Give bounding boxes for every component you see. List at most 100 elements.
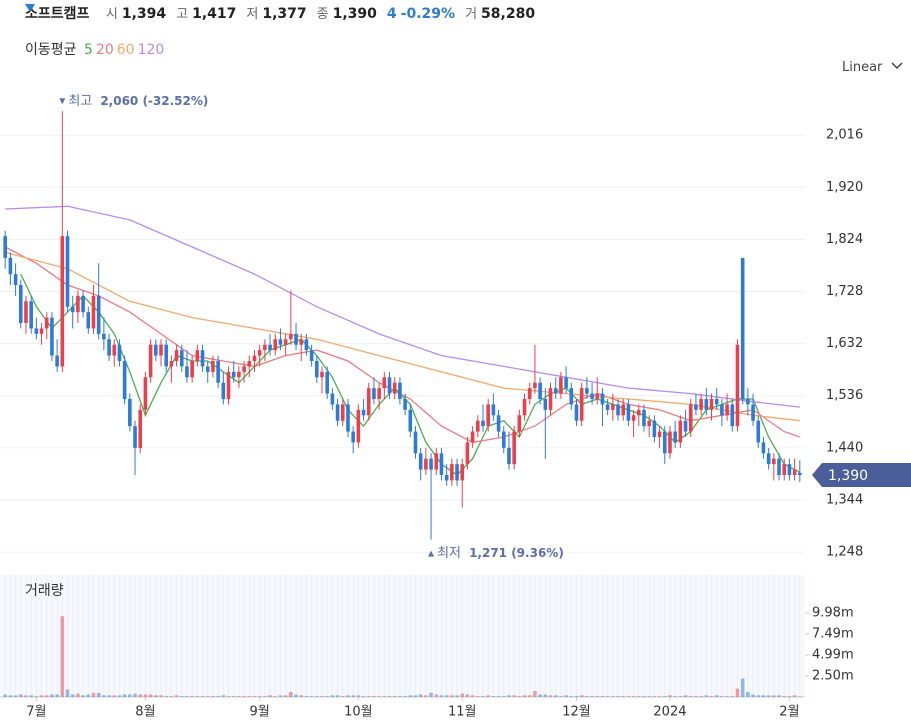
volume-bar	[13, 695, 18, 697]
volume-bar	[720, 696, 724, 697]
volume-bar	[366, 696, 371, 697]
candle-body	[294, 333, 298, 345]
volume-bar	[543, 694, 548, 697]
quote-label: 종	[316, 7, 329, 22]
x-tick-label: 10월	[344, 705, 373, 720]
candle-body	[268, 344, 272, 351]
candle-body	[8, 257, 13, 275]
candle-body	[247, 361, 252, 367]
candle-body	[746, 399, 750, 405]
y-tick-label: 1,728	[826, 284, 863, 299]
volume-bar	[112, 695, 117, 697]
quote-items: 시 1,394 고 1,417 저 1,377 종 1,390 4 -0.29% 거 58,280	[25, 4, 545, 22]
volume-bar	[96, 692, 101, 697]
y-tick-label: 1,440	[826, 440, 863, 455]
volume-bar	[553, 695, 558, 697]
volume-bar	[309, 696, 314, 697]
ma-line	[5, 251, 800, 422]
volume-bar	[611, 696, 615, 697]
volume-bar	[714, 695, 719, 697]
y-tick-label: 1,632	[826, 336, 863, 351]
volume-bar	[662, 696, 667, 697]
volume-bar	[517, 696, 522, 697]
candle-body	[631, 415, 636, 421]
volume-bar	[44, 695, 49, 697]
volume-bar	[501, 696, 506, 697]
candle-body	[501, 431, 506, 448]
candle-body	[231, 371, 236, 378]
volume-bar	[86, 694, 91, 697]
candle-body	[740, 257, 745, 399]
candle-body	[159, 344, 163, 356]
candle-body	[65, 236, 70, 307]
y-tick-label: 1,344	[826, 492, 863, 507]
candle-body	[611, 404, 615, 410]
candle-body	[772, 458, 776, 465]
candle-body	[585, 388, 589, 394]
candle-body	[450, 464, 454, 481]
volume-bar	[699, 696, 703, 697]
volume-bar	[55, 694, 59, 697]
candle-body	[169, 361, 174, 367]
x-tick-label: 8월	[135, 705, 155, 720]
candle-body	[211, 361, 215, 372]
candle-body	[44, 317, 49, 329]
scale-selector[interactable]: Linear	[842, 60, 903, 75]
volume-bar	[257, 696, 262, 697]
volume-tick-label: 9.98m	[812, 606, 854, 621]
price-tag-label: 1,390	[828, 468, 868, 484]
x-tick-label: 12월	[562, 705, 591, 720]
volume-bar	[569, 696, 574, 697]
candle-body	[346, 404, 350, 432]
volume-bar	[455, 695, 459, 697]
candle-body	[377, 388, 381, 399]
candle-body	[798, 472, 802, 475]
y-tick-label: 1,824	[826, 232, 863, 247]
volume-bar	[231, 696, 236, 697]
volume-bar	[169, 696, 174, 697]
candle-body	[782, 464, 787, 475]
candle-body	[81, 295, 85, 313]
volume-bar	[174, 695, 179, 697]
candle-body	[517, 415, 522, 432]
volume-bar	[211, 696, 215, 697]
y-tick-label: 1,248	[826, 545, 863, 560]
quote-label: 저	[246, 7, 259, 22]
candle-body	[465, 442, 470, 465]
annotation-text: 1,271 (9.36%)	[469, 546, 564, 560]
volume-title: 거래량	[25, 583, 64, 599]
volume-bar	[792, 695, 797, 697]
volume-bar	[730, 696, 735, 697]
candle-body	[102, 333, 106, 340]
change-pct: -0.29%	[400, 6, 456, 22]
volume-pane	[0, 575, 805, 697]
down-triangle	[25, 4, 35, 12]
volume-bar	[81, 695, 85, 697]
candle-body	[361, 409, 366, 416]
volume-bar	[709, 696, 714, 697]
candle-body	[564, 377, 568, 389]
volume-bar	[185, 696, 189, 697]
candle-body	[455, 464, 459, 481]
candle-body	[678, 420, 683, 443]
volume-bar	[294, 694, 298, 697]
candle-body	[185, 366, 189, 378]
volume-bar	[117, 695, 122, 697]
volume-bar	[626, 696, 631, 697]
volume-bar	[289, 691, 293, 697]
candle-body	[616, 404, 620, 416]
volume-bar	[527, 695, 532, 697]
volume-bar	[138, 694, 143, 697]
candle-body	[569, 388, 574, 405]
triangle	[25, 4, 35, 12]
volume-bar	[522, 695, 527, 697]
volume-bar	[683, 695, 688, 697]
volume-bar	[476, 696, 480, 697]
volume-bar	[195, 696, 200, 697]
candle-body	[725, 404, 729, 416]
volume-bar	[756, 695, 761, 697]
volume-bar	[694, 696, 698, 697]
candle-body	[366, 388, 371, 416]
volume-bar	[133, 693, 137, 697]
candle-body	[39, 328, 44, 334]
